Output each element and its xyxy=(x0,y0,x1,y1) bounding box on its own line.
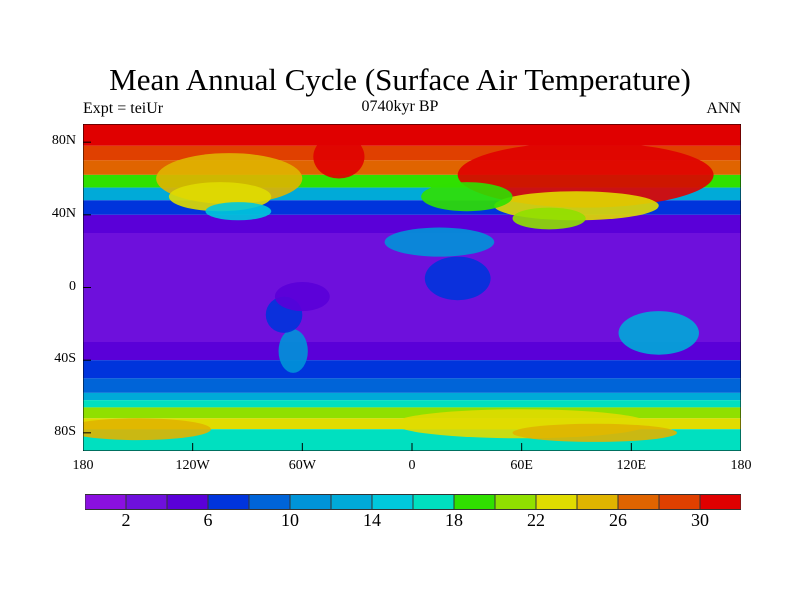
region-contour xyxy=(512,207,586,230)
colorbar-box xyxy=(85,494,127,510)
colorbar-box xyxy=(166,494,209,510)
temperature-band xyxy=(83,342,741,361)
colorbar-box xyxy=(371,494,414,510)
colorbar-box xyxy=(535,494,578,510)
colorbar-box xyxy=(248,494,291,510)
lat-tick-label: 80S xyxy=(54,423,76,439)
temperature-band xyxy=(83,360,741,379)
colorbar-label: 14 xyxy=(363,510,381,530)
temperature-band xyxy=(83,392,741,401)
colorbar-box xyxy=(699,494,741,510)
region-contour xyxy=(384,227,495,257)
lon-tick-label: 120E xyxy=(616,458,647,473)
colorbar-label: 26 xyxy=(609,510,627,530)
colorbar-box xyxy=(453,494,496,510)
colorbar-box xyxy=(207,494,250,510)
colorbar-label: 22 xyxy=(527,510,545,530)
region-contour xyxy=(618,311,699,355)
experiment-label: Expt = teiUr xyxy=(83,100,164,117)
colorbar-label: 18 xyxy=(445,510,463,530)
lat-tick-label: 80N xyxy=(51,133,76,149)
lon-tick-label: 60W xyxy=(288,458,316,473)
colorbar-box xyxy=(289,494,332,510)
colorbar-box xyxy=(330,494,373,510)
temperature-map xyxy=(83,124,741,451)
colorbar-box xyxy=(617,494,660,510)
plot-title: Mean Annual Cycle (Surface Air Temperatu… xyxy=(109,62,691,97)
season-label: ANN xyxy=(706,100,741,117)
lat-tick-label: 40S xyxy=(54,351,76,367)
colorbar-label: 6 xyxy=(203,510,213,530)
colorbar-label: 2 xyxy=(121,510,131,530)
lon-tick-label: 60E xyxy=(510,458,533,473)
time-label: 0740kyr BP xyxy=(361,98,439,115)
lon-tick-label: 0 xyxy=(408,458,416,473)
colorbar-label: 10 xyxy=(281,510,299,530)
region-contour xyxy=(83,418,211,441)
region-contour xyxy=(421,182,513,212)
lon-tick-label: 180 xyxy=(730,458,752,473)
region-contour xyxy=(424,256,491,301)
colorbar-label: 30 xyxy=(691,510,709,530)
lon-tick-label: 120W xyxy=(175,458,210,473)
temperature-band xyxy=(83,400,741,408)
region-contour xyxy=(274,282,330,312)
colorbar-box xyxy=(412,494,455,510)
temperature-band xyxy=(83,407,741,419)
region-contour xyxy=(205,202,272,221)
lat-tick-label: 40N xyxy=(51,205,76,221)
colorbar-box xyxy=(494,494,537,510)
region-contour xyxy=(457,142,714,208)
temperature-band xyxy=(83,124,741,146)
colorbar-box xyxy=(125,494,168,510)
colorbar xyxy=(85,494,741,510)
region-contour xyxy=(512,423,678,442)
colorbar-box xyxy=(658,494,701,510)
colorbar-box xyxy=(576,494,619,510)
lat-tick-label: 0 xyxy=(69,278,76,294)
lon-tick-label: 180 xyxy=(72,458,94,473)
temperature-band xyxy=(83,378,741,393)
region-contour xyxy=(278,329,308,373)
region-contour xyxy=(313,134,365,179)
